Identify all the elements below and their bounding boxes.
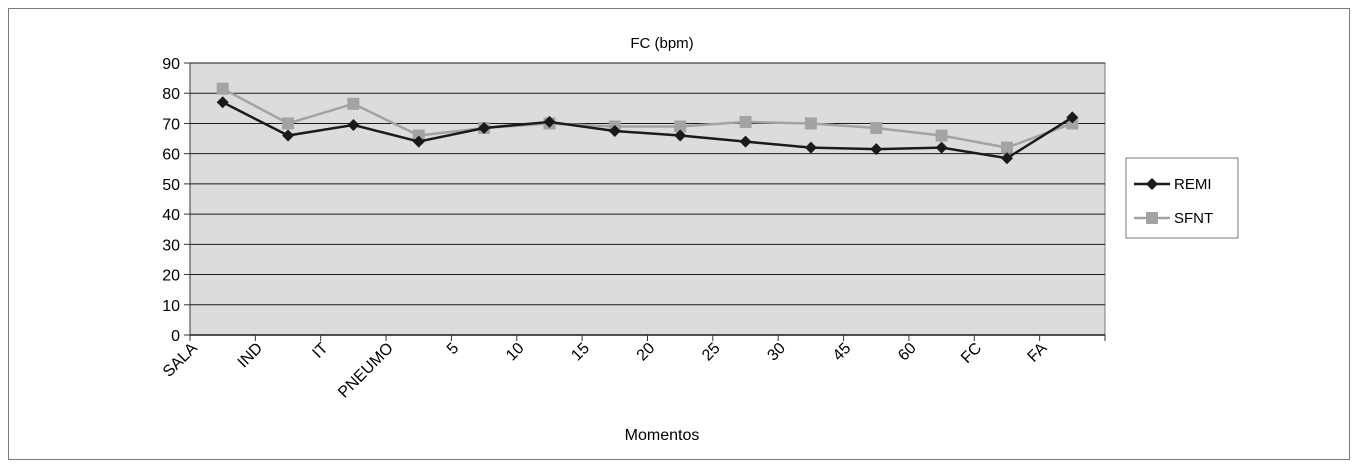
data-point-sfnt — [1000, 141, 1013, 154]
y-tick-label: 40 — [162, 207, 180, 224]
y-axis-ticks: 0 10 20 30 40 50 60 70 80 90 — [162, 56, 191, 345]
series-remi — [216, 96, 1079, 165]
x-tick-label: 25 — [699, 340, 724, 365]
series-line-sfnt — [222, 87, 1073, 149]
data-point-remi — [543, 115, 556, 128]
x-tick-label: SALA — [160, 340, 201, 381]
gridlines — [190, 62, 1105, 336]
data-point-remi — [739, 135, 752, 148]
y-tick-label: 20 — [162, 268, 180, 285]
data-point-remi — [282, 129, 295, 142]
x-tick-label: IT — [309, 340, 331, 362]
x-tick-label: FA — [1025, 340, 1051, 366]
data-point-sfnt — [412, 129, 425, 142]
legend-label: REMI — [1174, 176, 1212, 193]
x-axis-title: Momentos — [625, 427, 700, 444]
y-tick-label: 50 — [162, 177, 180, 194]
legend-marker — [1146, 178, 1158, 190]
data-point-remi — [870, 143, 883, 156]
data-point-sfnt — [347, 97, 360, 110]
chart-title: FC (bpm) — [630, 35, 693, 52]
x-tick-label: 20 — [634, 340, 659, 365]
legend-item-sfnt: SFNT — [1134, 210, 1213, 227]
x-axis-ticks: SALA IND IT PNEUMO 5 10 15 20 25 30 45 60 FC FA — [160, 335, 1106, 402]
legend-item-remi: REMI — [1134, 176, 1212, 193]
legend-box — [1125, 157, 1239, 239]
y-tick-label: 80 — [162, 86, 180, 103]
legend-marker — [1146, 212, 1158, 224]
x-tick-label: 10 — [503, 340, 528, 365]
series-line-remi — [222, 101, 1073, 160]
data-point-sfnt — [739, 115, 752, 128]
series-layer — [216, 82, 1079, 165]
y-tick-label: 30 — [162, 237, 180, 254]
data-point-remi — [674, 129, 687, 142]
plot-area — [189, 62, 1106, 336]
data-point-remi — [804, 141, 817, 154]
x-tick-label: IND — [235, 340, 267, 372]
data-point-remi — [1066, 111, 1079, 124]
data-point-sfnt — [674, 120, 687, 133]
data-point-remi — [216, 96, 229, 109]
data-point-sfnt — [870, 121, 883, 134]
data-point-remi — [1000, 152, 1013, 165]
x-tick-label: 5 — [444, 340, 462, 358]
x-tick-label: 15 — [568, 340, 593, 365]
data-point-remi — [347, 118, 360, 131]
y-tick-label: 90 — [162, 56, 180, 73]
data-point-sfnt — [216, 82, 229, 95]
legend: REMI SFNT — [1125, 157, 1239, 239]
data-point-sfnt — [282, 117, 295, 130]
y-tick-label: 0 — [171, 328, 180, 345]
data-point-sfnt — [804, 117, 817, 130]
x-tick-label: PNEUMO — [335, 340, 397, 402]
x-tick-label: 30 — [764, 340, 789, 365]
legend-label: SFNT — [1174, 210, 1213, 227]
data-point-remi — [412, 135, 425, 148]
data-point-remi — [935, 141, 948, 154]
data-point-remi — [478, 121, 491, 134]
y-tick-label: 70 — [162, 116, 180, 133]
y-tick-label: 60 — [162, 147, 180, 164]
x-tick-label: 60 — [895, 340, 920, 365]
data-point-sfnt — [935, 129, 948, 142]
data-point-remi — [608, 125, 621, 137]
x-tick-label: FC — [958, 340, 985, 367]
x-tick-label: 45 — [830, 340, 855, 365]
y-tick-label: 10 — [162, 298, 180, 315]
